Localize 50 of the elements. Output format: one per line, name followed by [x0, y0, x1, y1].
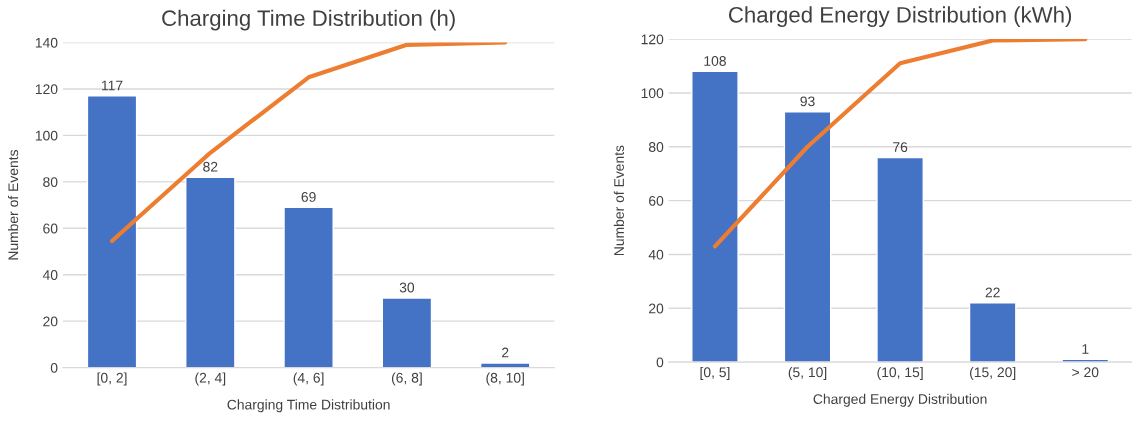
data-label: 1 — [1082, 344, 1089, 354]
y-tick-label: 80 — [648, 142, 664, 152]
x-axis-title: Charging Time Distribution — [227, 399, 390, 413]
x-tick-label: (4, 6] — [293, 372, 324, 386]
x-axis-title: Charged Energy Distribution — [813, 393, 987, 407]
bar — [283, 206, 334, 368]
bar — [86, 95, 138, 368]
y-axis-title: Number of Events — [613, 145, 624, 256]
x-tick-label: (6, 8] — [391, 372, 422, 386]
chart-title: Charging Time Distribution (h) — [162, 9, 455, 31]
bar — [876, 156, 924, 363]
y-tick-label: 60 — [649, 195, 664, 206]
y-tick-label: 20 — [43, 316, 58, 327]
data-label: 117 — [102, 80, 123, 91]
y-tick-label: 120 — [641, 34, 664, 45]
x-tick-label: (10, 15] — [877, 366, 923, 380]
bar — [783, 111, 832, 363]
x-tick-label: (2, 4] — [195, 372, 226, 386]
y-tick-label: 100 — [641, 88, 664, 99]
y-tick-label: 60 — [43, 223, 58, 234]
data-label: 69 — [301, 192, 316, 202]
y-tick-label: 140 — [35, 37, 58, 48]
y-tick-label: 20 — [649, 303, 664, 314]
y-tick-label: 100 — [35, 130, 58, 141]
data-label: 30 — [399, 282, 415, 293]
x-tick-label: (8, 10] — [486, 372, 524, 386]
bar — [968, 302, 1017, 363]
bar — [691, 70, 739, 363]
x-tick-label: (15, 20] — [970, 366, 1016, 380]
x-tick-label: (5, 10] — [788, 366, 827, 380]
bar — [381, 297, 433, 368]
data-label: 108 — [704, 56, 726, 66]
y-tick-label: 0 — [656, 357, 664, 368]
y-tick-label: 0 — [50, 362, 58, 373]
x-tick-label: [0, 5] — [700, 366, 730, 380]
data-label: 22 — [985, 287, 1000, 298]
chart-title: Charged Energy Distribution (kWh) — [728, 6, 1072, 28]
data-label: 2 — [502, 347, 509, 358]
y-tick-label: 120 — [35, 84, 58, 95]
bar — [185, 176, 236, 368]
data-label: 82 — [203, 161, 218, 172]
x-tick-label: > 20 — [1072, 367, 1099, 378]
y-axis-title: Number of Events — [8, 149, 19, 260]
y-tick-label: 80 — [43, 177, 58, 188]
data-label: 76 — [893, 142, 908, 153]
y-tick-label: 40 — [42, 270, 58, 280]
x-tick-label: [0, 2] — [97, 372, 127, 386]
data-label: 93 — [800, 96, 815, 107]
y-tick-label: 40 — [648, 249, 664, 260]
bar — [479, 362, 531, 368]
